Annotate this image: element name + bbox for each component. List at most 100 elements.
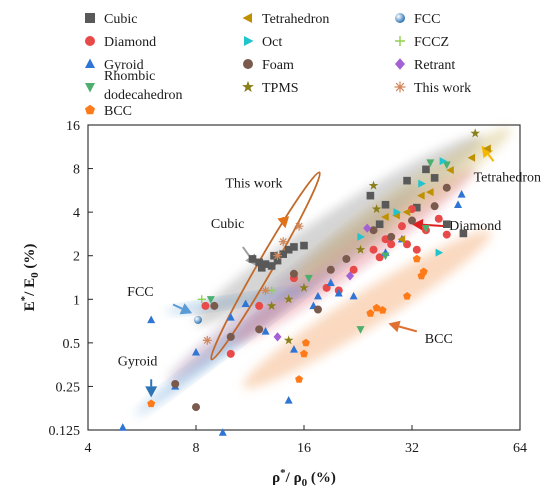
annotation-arrow-shaft	[172, 303, 183, 310]
region-tetrahedron	[292, 127, 512, 283]
legend-marker-rhombic	[85, 83, 95, 93]
data-point-gyroid	[349, 291, 358, 300]
data-point-oct	[418, 179, 426, 188]
legend-item-tpms: TPMS	[242, 80, 299, 96]
data-point-bcc	[147, 399, 156, 408]
data-point-diamond	[349, 265, 358, 274]
annotation-label: FCC	[127, 285, 153, 300]
x-tick-label: 32	[405, 441, 419, 456]
region-bcc	[243, 230, 492, 389]
data-point-diamond	[201, 301, 210, 310]
data-point-diamond	[397, 222, 406, 231]
annotation-arrow-head	[179, 303, 193, 315]
data-point-gyroid	[147, 315, 156, 324]
data-point-tpms	[371, 204, 382, 214]
y-tick-label: 0.5	[63, 337, 81, 352]
data-point-tetrahedron	[417, 191, 425, 200]
data-point-rhombic	[304, 274, 313, 283]
data-point-gyroid	[326, 278, 335, 286]
data-point-this-work	[273, 251, 282, 261]
axes: 4 8 16 32 64 0.125 0.25 0.5 1 2 4 8 16 ρ*/ ρ0 (%) E*/ …	[19, 119, 527, 489]
data-point-gyroid	[334, 288, 343, 297]
data-point-gyroid	[261, 326, 270, 335]
data-point-fcc	[193, 315, 202, 324]
legend-label-line2: dodecahedron	[104, 88, 183, 103]
data-point-bcc	[301, 338, 310, 347]
legend-item-retrant: Retrant	[395, 58, 455, 73]
annotation-arrow-head	[277, 216, 290, 229]
data-point-diamond	[226, 349, 235, 358]
annotation-arrow-head	[388, 320, 401, 333]
data-point-foam	[226, 332, 235, 341]
data-point-tpms	[355, 244, 366, 254]
data-point-foam	[192, 403, 200, 412]
data-point-this-work	[261, 286, 270, 295]
y-tick-label: 0.25	[56, 380, 81, 395]
legend-marker-diamond	[85, 36, 95, 46]
legend-marker-oct	[244, 36, 254, 46]
data-point-rhombic	[206, 296, 215, 304]
data-point-foam	[408, 216, 416, 225]
y-tick-label: 16	[66, 119, 80, 134]
x-tick-label: 8	[193, 441, 200, 456]
region-layer	[135, 127, 512, 416]
data-point-tetrahedron	[467, 153, 476, 162]
data-point-diamond	[375, 253, 384, 262]
data-point-foam	[326, 265, 335, 274]
x-tick-label: 64	[513, 441, 527, 456]
annotation-bcc: BCC	[388, 320, 453, 347]
legend-label: Oct	[262, 35, 282, 50]
legend-item-oct: Oct	[244, 35, 282, 50]
legend-label: BCC	[104, 104, 132, 119]
data-point-gyroid	[226, 312, 235, 321]
data-point-retrant	[363, 223, 372, 233]
legend-label: Cubic	[104, 12, 137, 27]
legend-label: Tetrahedron	[262, 12, 329, 27]
data-point-cubic	[381, 200, 390, 209]
data-point-gyroid	[192, 347, 200, 356]
data-point-rhombic	[381, 252, 390, 261]
legend-label: Foam	[262, 58, 294, 73]
legend-label: TPMS	[262, 81, 299, 96]
data-points	[118, 128, 491, 436]
data-point-fccz	[197, 295, 206, 304]
data-point-tetrahedron	[425, 188, 434, 197]
legend-marker-tetrahedron	[242, 13, 252, 23]
legend-item-gyroid: Gyroid	[85, 58, 144, 73]
data-point-oct	[435, 248, 444, 257]
data-point-diamond	[412, 245, 421, 254]
legend-item-rhombic: Rhombic dodecahedron	[85, 69, 183, 103]
data-point-tpms	[266, 300, 277, 310]
x-axis-title: ρ*/ ρ0 (%)	[272, 467, 336, 489]
annotation-arrow-head	[412, 218, 424, 231]
annotation-label: This work	[225, 177, 282, 192]
data-point-this-work	[278, 237, 288, 247]
data-point-cubic	[403, 176, 411, 185]
y-tick-label: 2	[73, 250, 80, 265]
data-point-bcc	[372, 303, 381, 312]
data-point-bcc	[366, 309, 375, 317]
data-point-tetrahedron	[402, 208, 411, 217]
data-point-gyroid	[284, 396, 293, 404]
data-point-diamond	[387, 240, 396, 249]
data-point-rhombic	[426, 159, 435, 167]
data-point-foam	[369, 226, 378, 235]
data-point-rhombic	[421, 224, 430, 233]
y-tick-label: 0.125	[49, 424, 81, 439]
data-point-diamond	[442, 230, 451, 239]
data-point-retrant	[273, 332, 282, 342]
legend-marker-retrant	[395, 58, 405, 70]
y-axis-title: E*/ E0 (%)	[19, 244, 41, 312]
annotation-label: Cubic	[211, 217, 244, 232]
data-point-cubic	[255, 258, 263, 267]
data-point-cubic	[459, 229, 468, 238]
legend-item-cubic: Cubic	[85, 12, 137, 27]
data-point-rhombic	[442, 161, 451, 170]
data-point-bcc	[300, 349, 308, 358]
legend-item-diamond: Diamond	[85, 35, 156, 50]
data-point-foam	[255, 325, 264, 334]
data-point-bcc	[378, 306, 387, 314]
data-point-foam	[442, 183, 451, 192]
data-point-cubic	[430, 174, 439, 182]
data-point-cubic	[442, 220, 451, 229]
